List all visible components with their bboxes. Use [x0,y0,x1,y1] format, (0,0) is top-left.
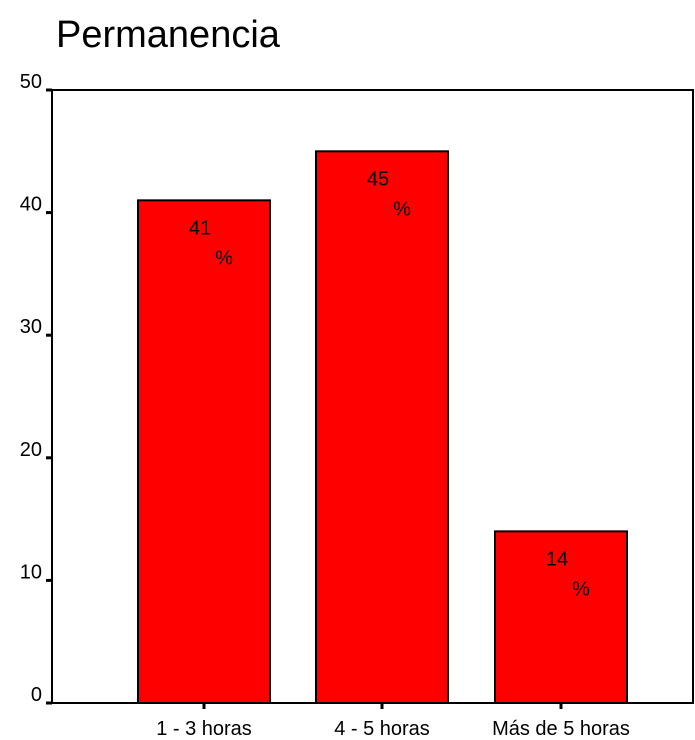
x-axis: 1 - 3 horas 4 - 5 horas Más de 5 horas [156,703,630,740]
y-axis: 0 10 20 30 40 50 [20,71,52,706]
data-labels: 41%45%14% [189,168,590,600]
y-tick-label: 40 [20,194,42,216]
x-tick-label: 4 - 5 horas [334,718,430,740]
bar-2 [315,150,449,705]
bar-1 [137,199,271,704]
y-tick-label: 30 [20,316,42,338]
data-label-unit: % [215,247,233,269]
y-tick-label: 10 [20,561,42,583]
data-label-value: 45 [367,168,389,190]
x-tick-label: 1 - 3 horas [156,718,252,740]
chart-title: Permanencia [56,14,280,56]
data-label-value: 41 [189,217,211,239]
y-tick-label: 0 [31,684,42,706]
bars [137,150,628,705]
data-label-unit: % [393,198,411,220]
x-tick-label: Más de 5 horas [492,718,630,740]
data-label-unit: % [572,578,590,600]
y-tick-label: 50 [20,71,42,93]
y-tick-label: 20 [20,439,42,461]
bar-3 [494,530,628,704]
data-label-value: 14 [546,548,568,570]
